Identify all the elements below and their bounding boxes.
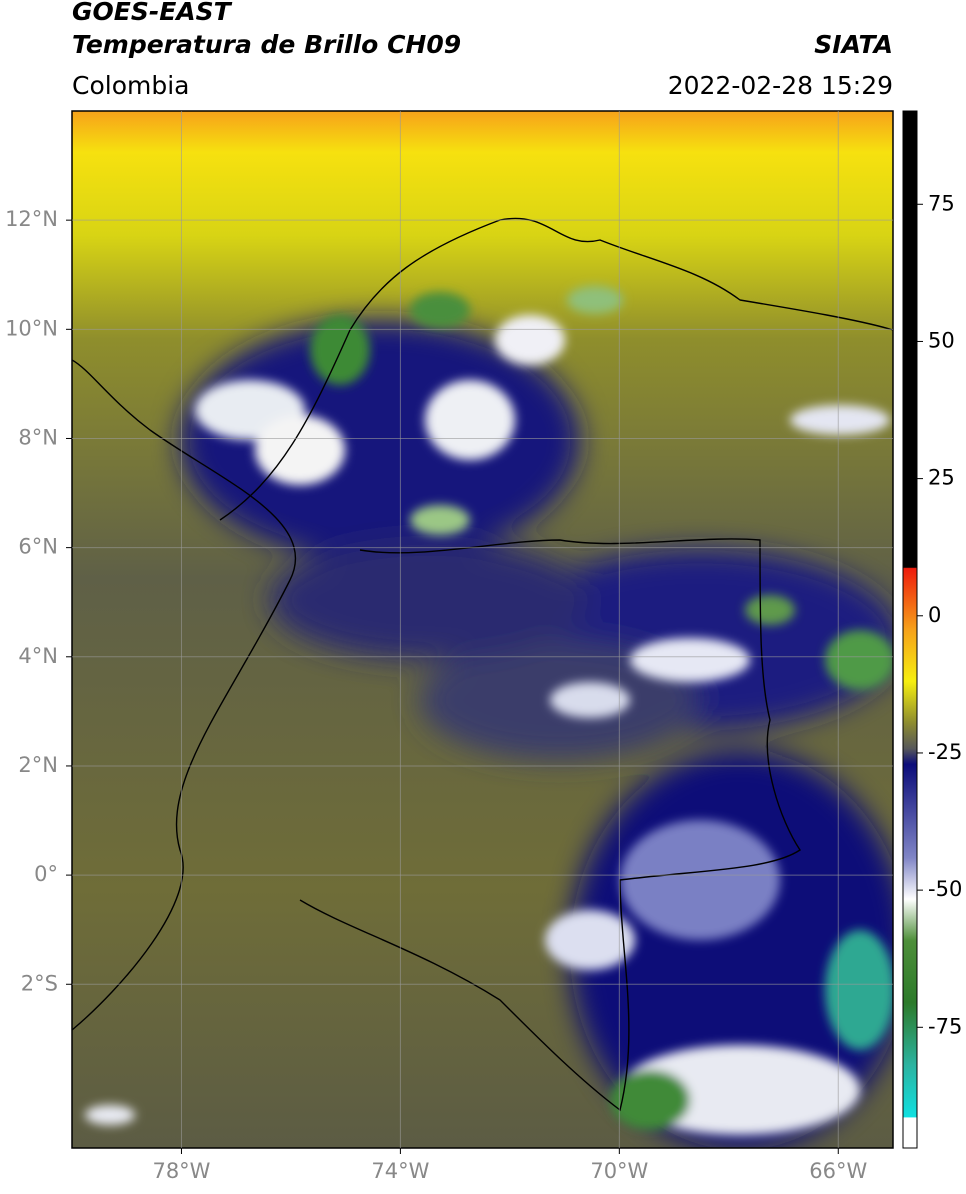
y-tick-label: 10°N	[5, 316, 58, 340]
y-tick-label: 4°N	[18, 644, 58, 668]
y-tick-label: 12°N	[5, 207, 58, 231]
x-tick-label: 70°W	[590, 1159, 648, 1183]
x-tick-label: 78°W	[152, 1159, 210, 1183]
y-tick-label: 2°N	[18, 753, 58, 777]
region: Colombia	[72, 71, 189, 100]
colorbar-tick-label: 0	[928, 603, 941, 627]
colorbar	[902, 110, 918, 1149]
colorbar-tick-label: -50	[928, 877, 962, 901]
satellite-image	[72, 111, 893, 1148]
y-tick-label: 6°N	[18, 535, 58, 559]
y-tick-label: 8°N	[18, 425, 58, 449]
x-tick-label: 66°W	[809, 1159, 867, 1183]
map-frame	[71, 110, 894, 1149]
y-tick-label: 0°	[34, 862, 58, 886]
timestamp: 2022-02-28 15:29	[668, 71, 893, 100]
colorbar-tick-label: -25	[928, 740, 962, 764]
colorbar-tick-label: 75	[928, 191, 955, 215]
title: GOES-EAST	[72, 0, 233, 26]
colorbar-tick-label: 50	[928, 328, 955, 352]
subtitle: Temperatura de Brillo CH09	[72, 30, 461, 59]
y-tick-label: 2°S	[21, 971, 58, 995]
x-tick-label: 74°W	[371, 1159, 429, 1183]
source: SIATA	[814, 30, 893, 59]
colorbar-tick-label: -75	[928, 1014, 962, 1038]
colorbar-tick-label: 25	[928, 466, 955, 490]
